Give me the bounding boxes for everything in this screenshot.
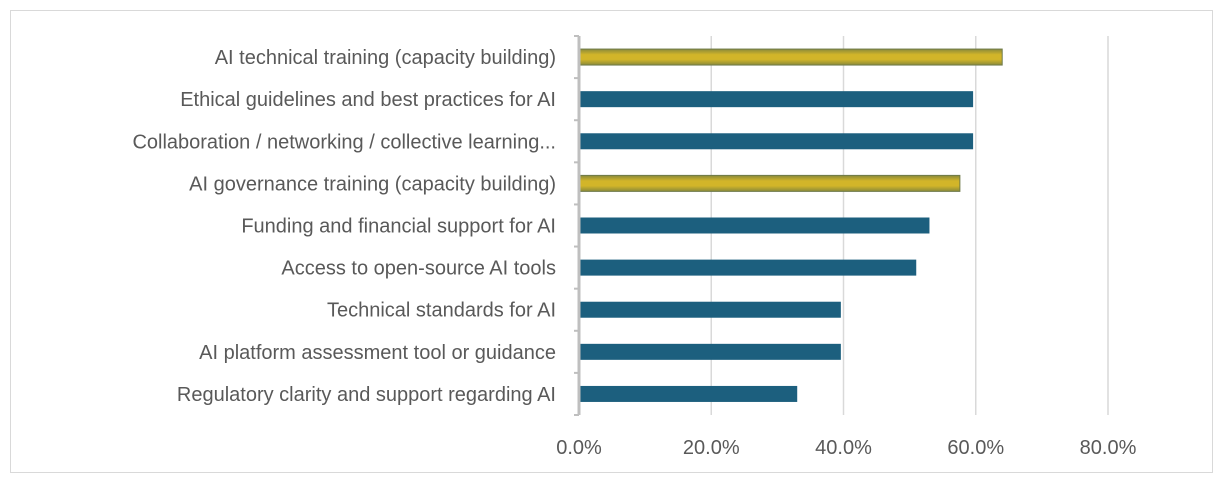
category-label: Collaboration / networking / collective …	[132, 131, 556, 153]
bar	[578, 174, 961, 192]
bar	[578, 48, 1003, 66]
bar	[579, 259, 917, 276]
x-tick-label: 80.0%	[1080, 437, 1137, 459]
category-label: Regulatory clarity and support regarding…	[177, 384, 556, 406]
category-label: Ethical guidelines and best practices fo…	[180, 89, 556, 111]
x-tick-label: 0.0%	[556, 437, 602, 459]
category-label: Access to open-source AI tools	[281, 258, 556, 280]
bar	[579, 91, 974, 108]
category-label: AI governance training (capacity buildin…	[189, 173, 556, 195]
category-label: Technical standards for AI	[327, 300, 556, 322]
category-labels: AI technical training (capacity building…	[132, 47, 556, 406]
bars	[578, 48, 1003, 402]
category-label: AI technical training (capacity building…	[215, 47, 556, 69]
x-tick-label: 60.0%	[947, 437, 1004, 459]
category-axis	[574, 35, 581, 416]
bar	[579, 133, 974, 150]
category-label: Funding and financial support for AI	[241, 216, 556, 238]
x-tick-label: 40.0%	[815, 437, 872, 459]
bar	[579, 217, 930, 234]
bar	[579, 385, 798, 402]
x-tick-label: 20.0%	[683, 437, 740, 459]
category-label: AI platform assessment tool or guidance	[199, 342, 556, 364]
bar	[579, 343, 841, 360]
bar	[579, 301, 841, 318]
value-tick-labels: 0.0% 20.0% 40.0% 60.0% 80.0%	[556, 437, 1136, 459]
